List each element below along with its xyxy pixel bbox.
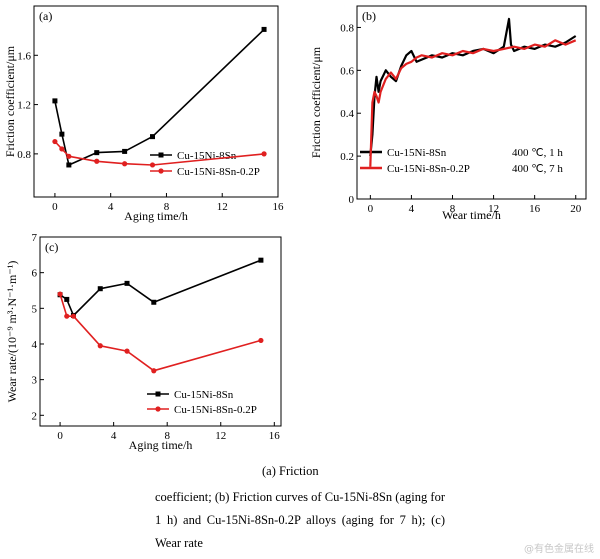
panel-a-point bbox=[261, 26, 267, 32]
panel-a-frame bbox=[33, 5, 279, 198]
panel-a-tag: (a) bbox=[39, 9, 52, 23]
panel-b-ytick-label: 0.6 bbox=[340, 65, 354, 77]
panel-c-tag: (c) bbox=[45, 240, 58, 254]
panel-b-legend-label: Cu-15Ni-8Sn-0.2P bbox=[387, 163, 470, 175]
panel-c-point bbox=[258, 337, 264, 344]
panel-a-legend-label: Cu-15Ni-8Sn-0.2P bbox=[177, 166, 260, 178]
panel-c-point bbox=[57, 291, 63, 297]
panel-c-ytick-label: 2 bbox=[32, 410, 38, 422]
panel-a-point bbox=[150, 134, 156, 140]
panel-c-xtick-label: 12 bbox=[215, 430, 226, 442]
panel-c-xtick-label: 8 bbox=[164, 430, 170, 442]
panel-b-legend-label: Cu-15Ni-8Sn bbox=[387, 147, 447, 159]
panel-c-xtick-label: 0 bbox=[57, 430, 63, 442]
panel-a-ylabel: Friction coefficient/μm bbox=[3, 45, 17, 157]
panel-a-ytick-label: 0.8 bbox=[17, 149, 31, 161]
panel-a-point bbox=[66, 153, 72, 159]
panel-b-ylabel: Friction coefficient/μm bbox=[309, 46, 323, 158]
panel-c-ylabel: Wear rate/(10⁻⁹ m³·N⁻¹·m⁻¹) bbox=[5, 261, 19, 403]
panel-b-tag: (b) bbox=[362, 9, 376, 23]
panel-c-legend-label: Cu-15Ni-8Sn bbox=[174, 389, 234, 401]
panel-b-frame bbox=[356, 5, 587, 200]
panel-a-legend-marker bbox=[158, 168, 164, 174]
watermark: @有色金属在线 bbox=[524, 544, 594, 555]
panel-c-point bbox=[151, 368, 157, 374]
panel-a-point bbox=[94, 158, 100, 164]
panel-c-point bbox=[124, 280, 130, 286]
panel-c-point bbox=[124, 348, 130, 354]
panel-c-legend-marker bbox=[155, 391, 161, 397]
panel-a-ytick-label: 1.6 bbox=[17, 50, 31, 62]
panel-c-ytick-label: 5 bbox=[32, 303, 38, 315]
panel-b-xtick-label: 0 bbox=[368, 203, 374, 215]
panel-a-point bbox=[59, 146, 65, 152]
panel-c-xlabel: Aging time/h bbox=[129, 438, 193, 452]
panel-a-point bbox=[149, 162, 156, 168]
panel-c-series-line-1 bbox=[59, 259, 262, 317]
panel-b-legend-condition: 400 ℃, 7 h bbox=[512, 163, 563, 175]
panel-a-xtick-label: 16 bbox=[273, 201, 285, 213]
panel-c-legend-label: Cu-15Ni-8Sn-0.2P bbox=[174, 404, 257, 416]
panel-a-xtick-label: 0 bbox=[52, 201, 58, 213]
panel-a-point bbox=[52, 98, 58, 104]
panel-a-point bbox=[122, 161, 128, 167]
panel-a-point bbox=[66, 162, 72, 168]
panel-b-xtick-label: 4 bbox=[409, 203, 415, 215]
panel-a-point bbox=[94, 150, 100, 156]
panel-a-xtick-label: 4 bbox=[108, 201, 114, 213]
caption-body: coefficient; (b) Friction curves of Cu-1… bbox=[155, 490, 445, 550]
panel-c-point bbox=[258, 257, 264, 263]
panel-a-legend-label: Cu-15Ni-8Sn bbox=[177, 150, 237, 162]
panel-a-point bbox=[261, 151, 267, 157]
panel-b-ytick-label: 0.2 bbox=[340, 151, 354, 163]
panel-b-xtick-label: 20 bbox=[570, 203, 582, 215]
panel-a-xlabel: Aging time/h bbox=[124, 209, 188, 223]
panel-c-legend-marker bbox=[155, 406, 161, 412]
panel-b-xtick-label: 16 bbox=[529, 203, 541, 215]
panel-c-point bbox=[97, 343, 103, 349]
panel-c-ytick-label: 7 bbox=[32, 232, 38, 244]
panel-b-series-line-1 bbox=[369, 17, 577, 157]
panel-c-point bbox=[151, 299, 157, 305]
panel-c-point bbox=[70, 313, 77, 319]
panel-c-series-line-2 bbox=[59, 293, 262, 372]
panel-b-legend-condition: 400 ℃, 1 h bbox=[512, 147, 563, 159]
panel-b-xtick-label: 12 bbox=[488, 203, 499, 215]
panel-a-series-line-1 bbox=[54, 28, 265, 166]
panel-a-point bbox=[52, 138, 58, 145]
panel-b-xlabel: Wear time/h bbox=[442, 208, 501, 222]
panel-c-xtick-label: 16 bbox=[269, 430, 281, 442]
panel-b-series-line-2 bbox=[369, 39, 577, 167]
panel-c-point bbox=[64, 296, 70, 302]
panel-c-ytick-label: 6 bbox=[32, 268, 38, 280]
panel-b-ytick-label: 0.8 bbox=[340, 22, 354, 34]
panel-a-ytick-label: 1.2 bbox=[17, 100, 31, 112]
panel-c-frame bbox=[39, 236, 282, 427]
panel-b-ytick-label: 0.4 bbox=[340, 108, 354, 120]
panel-a-xtick-label: 12 bbox=[217, 201, 228, 213]
panel-c-point bbox=[64, 313, 70, 319]
caption-line-1: (a) Friction bbox=[262, 464, 319, 478]
panel-b-xtick-label: 8 bbox=[450, 203, 456, 215]
panel-c-ytick-label: 3 bbox=[32, 375, 38, 387]
panel-a-legend-marker bbox=[158, 152, 164, 158]
panel-c-ytick-label: 4 bbox=[32, 339, 38, 351]
panel-b-ytick-label: 0 bbox=[349, 194, 355, 206]
panel-a-point bbox=[59, 131, 65, 137]
panel-c-point bbox=[97, 286, 103, 292]
panel-a-xtick-label: 8 bbox=[164, 201, 170, 213]
panel-a-point bbox=[122, 148, 128, 154]
panel-c-xtick-label: 4 bbox=[111, 430, 117, 442]
